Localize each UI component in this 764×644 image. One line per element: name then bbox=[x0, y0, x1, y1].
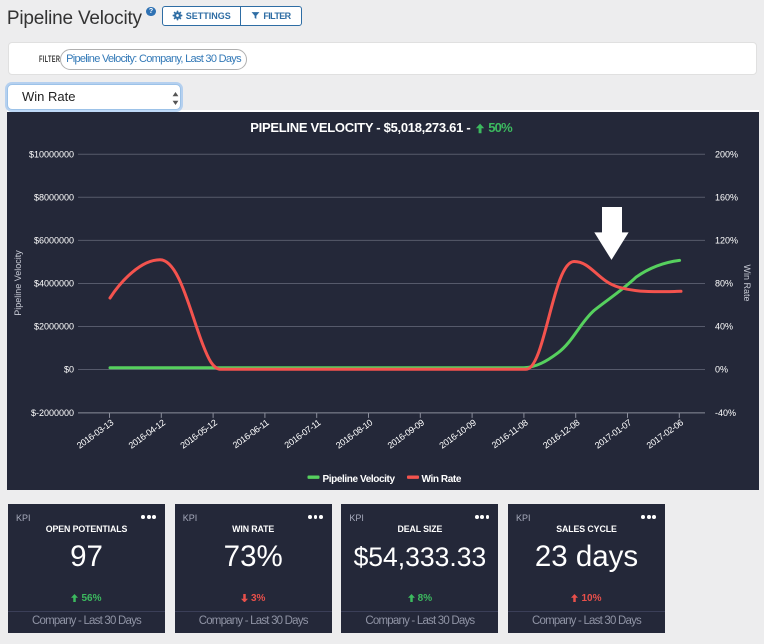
svg-text:PIPELINE VELOCITY - $5,018,273: PIPELINE VELOCITY - $5,018,273.61 - bbox=[250, 120, 470, 135]
svg-text:Win Rate: Win Rate bbox=[422, 474, 462, 485]
svg-text:$8000000: $8000000 bbox=[34, 193, 74, 203]
svg-text:$-2000000: $-2000000 bbox=[31, 408, 74, 418]
svg-text:Pipeline Velocity: Pipeline Velocity bbox=[323, 474, 396, 485]
svg-text:2016-05-12: 2016-05-12 bbox=[178, 417, 219, 450]
svg-text:Pipeline Velocity: Pipeline Velocity bbox=[13, 250, 23, 316]
svg-text:2016-06-11: 2016-06-11 bbox=[231, 417, 271, 450]
svg-text:160%: 160% bbox=[715, 193, 738, 203]
svg-text:2017-01-07: 2017-01-07 bbox=[593, 417, 634, 450]
svg-text:40%: 40% bbox=[715, 322, 733, 332]
svg-text:$2000000: $2000000 bbox=[34, 322, 74, 332]
svg-text:120%: 120% bbox=[715, 236, 738, 246]
svg-text:2016-09-09: 2016-09-09 bbox=[386, 417, 427, 450]
svg-text:$4000000: $4000000 bbox=[34, 279, 74, 289]
svg-text:2016-07-11: 2016-07-11 bbox=[283, 417, 323, 450]
svg-text:2016-04-12: 2016-04-12 bbox=[127, 417, 168, 450]
svg-text:2017-02-06: 2017-02-06 bbox=[645, 417, 686, 450]
svg-text:2016-11-08: 2016-11-08 bbox=[490, 417, 530, 450]
svg-text:2016-03-13: 2016-03-13 bbox=[75, 417, 116, 450]
svg-text:50%: 50% bbox=[488, 120, 513, 135]
svg-text:$10000000: $10000000 bbox=[29, 149, 74, 159]
svg-text:-40%: -40% bbox=[715, 408, 736, 418]
svg-text:0%: 0% bbox=[715, 365, 728, 375]
svg-text:2016-12-08: 2016-12-08 bbox=[541, 417, 582, 450]
svg-text:2016-08-10: 2016-08-10 bbox=[334, 417, 375, 450]
svg-text:$0: $0 bbox=[64, 365, 74, 375]
svg-text:2016-10-09: 2016-10-09 bbox=[437, 417, 478, 450]
svg-text:200%: 200% bbox=[715, 149, 738, 159]
svg-text:$6000000: $6000000 bbox=[34, 236, 74, 246]
svg-text:80%: 80% bbox=[715, 279, 733, 289]
svg-text:Win Rate: Win Rate bbox=[742, 264, 752, 301]
